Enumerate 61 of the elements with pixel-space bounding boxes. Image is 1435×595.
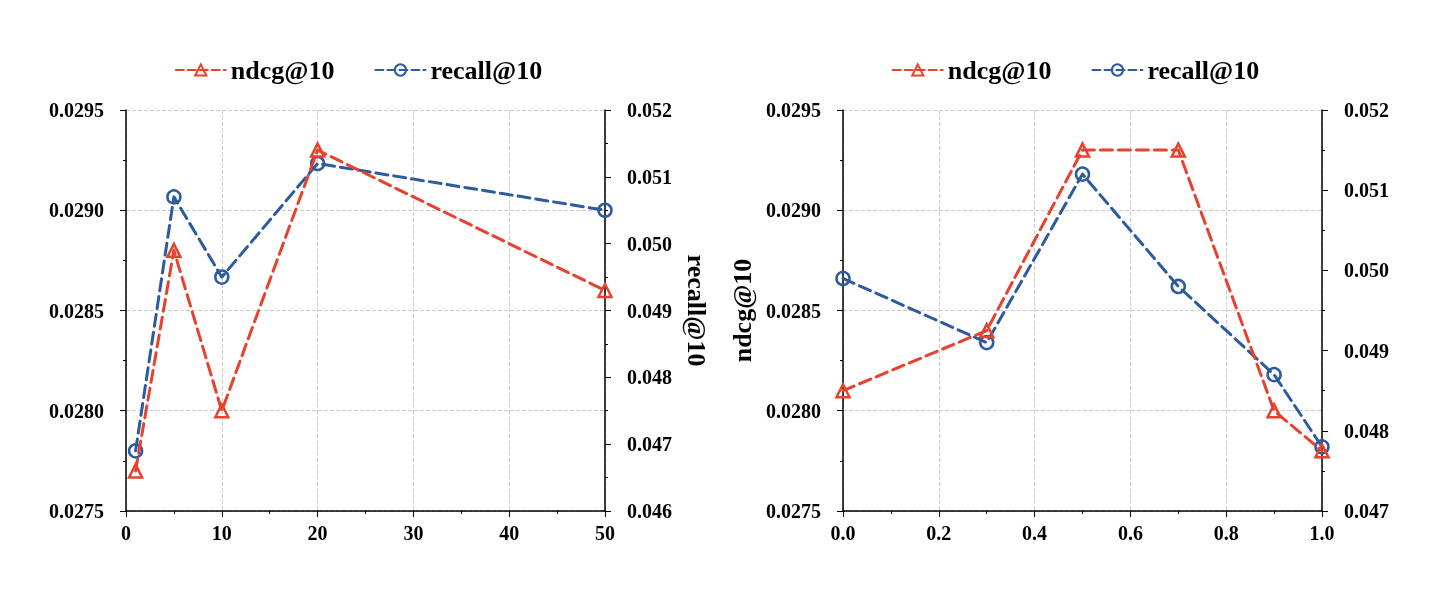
point [835, 382, 851, 399]
y-tick-label: 0.0275 [49, 500, 104, 522]
point [1074, 166, 1091, 182]
x-tick-label: 0.0 [830, 522, 856, 544]
y2-tick-label: 0.051 [1344, 179, 1389, 202]
y2-tick-label: 0.051 [627, 165, 672, 188]
y-tick-label: 0.0290 [766, 199, 821, 222]
point [214, 403, 230, 419]
y2-tick-label: 0.048 [627, 366, 672, 389]
x-tick-label: 10 [211, 522, 232, 544]
y-tick-label: 0.0280 [49, 399, 104, 422]
x-tick-label: 1.0 [1309, 522, 1335, 544]
legend-label: recall@10 [1147, 55, 1260, 85]
y-axis-title: ndcg@10 [727, 258, 757, 363]
x-tick-label: 0.8 [1213, 522, 1239, 544]
y-tick-label: 0.0290 [49, 199, 104, 222]
y2-tick-label: 0.052 [627, 99, 672, 121]
point [214, 269, 230, 285]
point [1074, 142, 1091, 158]
point [166, 242, 182, 259]
y2-tick-label: 0.047 [1344, 500, 1389, 522]
x-tick-label: 0.6 [1117, 522, 1143, 544]
point [1266, 366, 1282, 383]
y-tick-label: 0.0285 [49, 299, 104, 322]
y2-tick-label: 0.050 [627, 232, 672, 255]
y2-axis-title: recall@10 [681, 254, 711, 367]
x-tick-label: 20 [307, 522, 328, 544]
point [309, 142, 326, 158]
point [127, 443, 144, 459]
x-tick-label: 50 [595, 522, 615, 544]
point [127, 463, 144, 479]
legend-label: ndcg@10 [230, 55, 335, 85]
point [1170, 142, 1187, 158]
y2-tick-label: 0.047 [627, 433, 672, 456]
y-tick-label: 0.0280 [766, 399, 821, 422]
point [166, 189, 182, 205]
y2-tick-label: 0.046 [627, 500, 672, 522]
y-tick-label: 0.0275 [766, 500, 821, 522]
y2-tick-label: 0.048 [1344, 419, 1389, 442]
y2-tick-label: 0.050 [1344, 259, 1389, 282]
point [597, 282, 613, 299]
point [1170, 278, 1187, 295]
point [1314, 443, 1330, 459]
x-tick-label: 40 [499, 522, 520, 544]
x-tick-label: 0 [121, 522, 131, 544]
legend-label: ndcg@10 [947, 55, 1052, 85]
point [835, 270, 851, 287]
point [597, 202, 613, 218]
point [1266, 403, 1282, 419]
y2-tick-label: 0.049 [627, 299, 672, 322]
y2-tick-label: 0.052 [1344, 99, 1389, 121]
y2-tick-label: 0.049 [1344, 339, 1389, 362]
y-tick-label: 0.0295 [766, 99, 821, 121]
x-tick-label: 0.2 [926, 522, 952, 544]
point [1314, 439, 1330, 455]
point [978, 322, 995, 339]
x-tick-label: 0.4 [1022, 522, 1048, 544]
x-tick-label: 30 [403, 522, 424, 544]
y-tick-label: 0.0295 [49, 99, 104, 121]
y-tick-label: 0.0285 [766, 299, 821, 322]
legend-label: recall@10 [430, 55, 543, 85]
